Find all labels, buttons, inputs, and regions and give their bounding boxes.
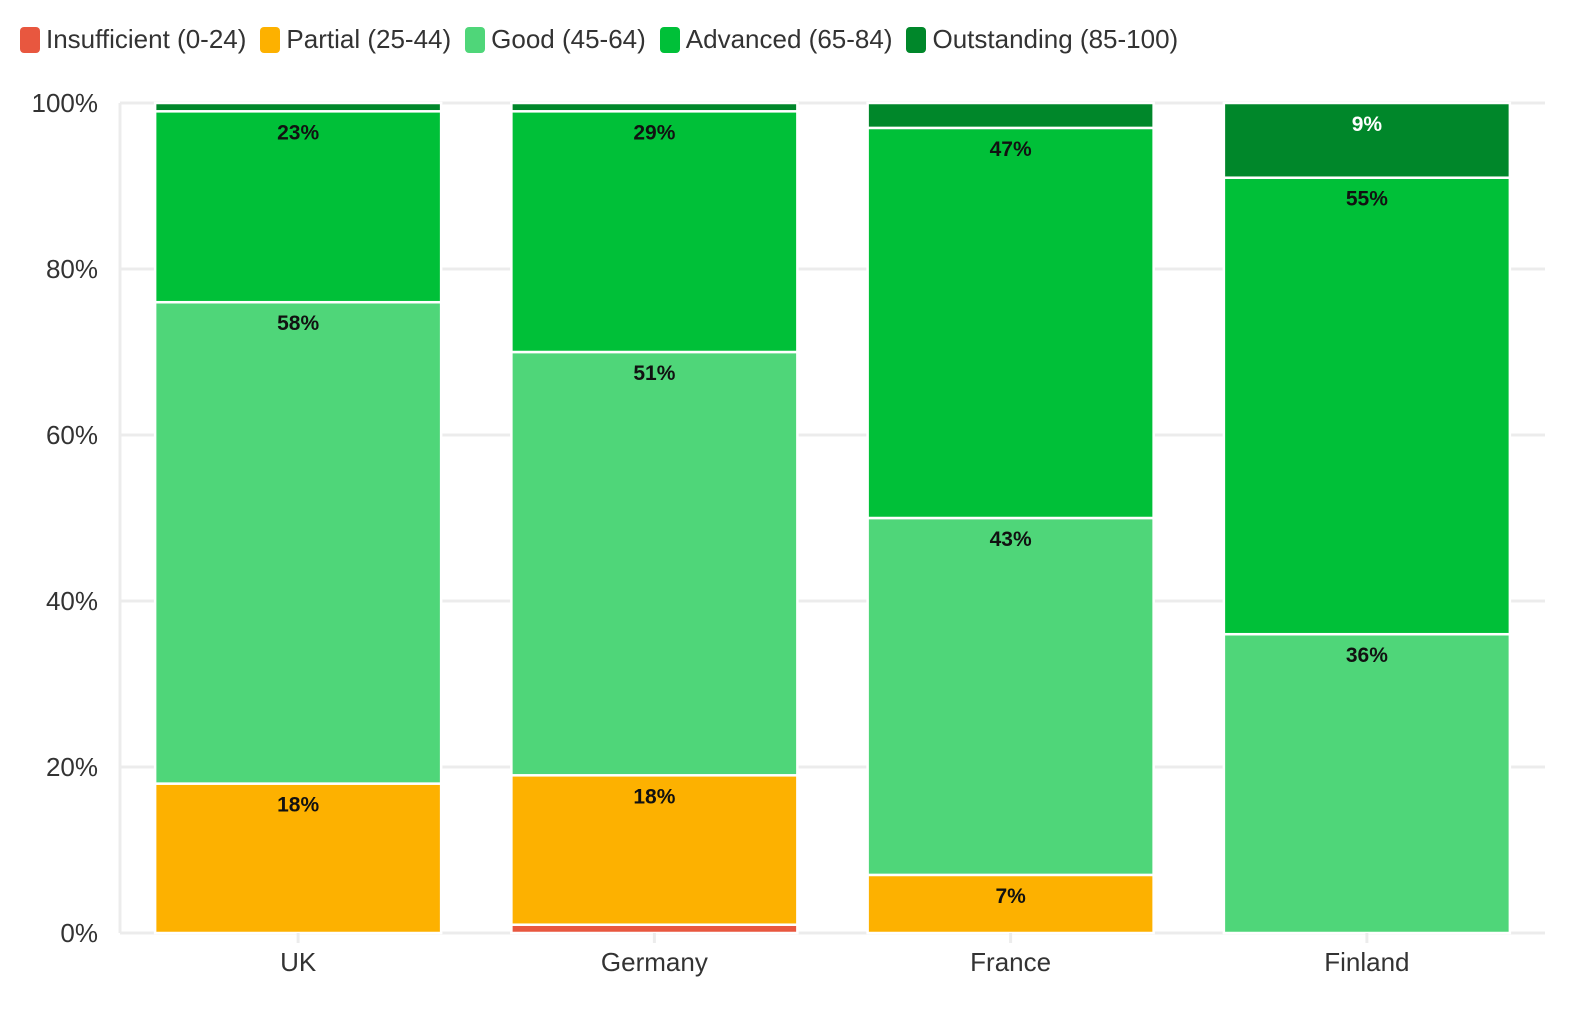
bar-segment (866, 516, 1155, 877)
bar-segment (1222, 101, 1512, 179)
bar-segment (866, 126, 1155, 520)
legend-swatch (906, 26, 927, 53)
legend-item[interactable]: Partial (25-44) (260, 24, 451, 55)
legend-item[interactable]: Advanced (65-84) (659, 24, 893, 55)
bar-segment (510, 110, 799, 354)
legend-swatch (260, 26, 281, 53)
legend-swatch (20, 26, 40, 53)
bar-segment (1222, 176, 1512, 636)
data-label: 9% (1352, 113, 1383, 136)
data-label: 18% (277, 794, 319, 817)
data-label: 55% (1346, 188, 1388, 211)
legend-label: Advanced (65-84) (685, 24, 893, 54)
data-label: 18% (633, 785, 675, 808)
bar-segment (153, 300, 443, 785)
bar-segment (510, 101, 799, 113)
legend: Insufficient (0-24) Partial (25-44) Good (… (20, 24, 1178, 55)
legend-item[interactable]: Good (45-64) (465, 24, 646, 55)
bar-segment (153, 782, 443, 935)
bar-segment (153, 110, 443, 304)
x-tick-label: Germany (601, 947, 708, 977)
legend-label: Partial (25-44) (286, 24, 452, 54)
data-label: 47% (990, 138, 1032, 161)
data-label: 7% (995, 885, 1026, 908)
y-tick-label: 0% (60, 918, 98, 948)
y-tick-label: 100% (32, 88, 99, 118)
legend-item[interactable]: Outstanding (85-100) (906, 24, 1178, 55)
y-tick-label: 40% (46, 586, 98, 616)
data-label: 58% (277, 312, 319, 335)
legend-label: Good (45-64) (491, 24, 646, 54)
legend-swatch (659, 26, 680, 53)
data-label: 36% (1346, 644, 1388, 667)
x-tick-label: Finland (1324, 947, 1409, 977)
legend-swatch (465, 26, 486, 53)
y-tick-label: 20% (46, 752, 98, 782)
data-label: 23% (277, 121, 319, 144)
y-tick-label: 60% (46, 420, 98, 450)
bar-segment (510, 774, 799, 926)
data-label: 29% (633, 121, 675, 144)
data-label: 43% (990, 528, 1032, 551)
data-label: 51% (633, 362, 675, 385)
x-tick-label: UK (280, 947, 317, 977)
bar-segment (866, 101, 1155, 130)
legend-item[interactable]: Insufficient (0-24) (20, 24, 246, 55)
bar-segment (153, 101, 443, 113)
legend-label: Insufficient (0-24) (46, 24, 247, 54)
legend-label: Outstanding (85-100) (932, 24, 1179, 54)
bar-segment (1222, 632, 1512, 935)
x-tick-label: France (970, 947, 1051, 977)
y-tick-label: 80% (46, 254, 98, 284)
bar-segment (510, 350, 799, 777)
